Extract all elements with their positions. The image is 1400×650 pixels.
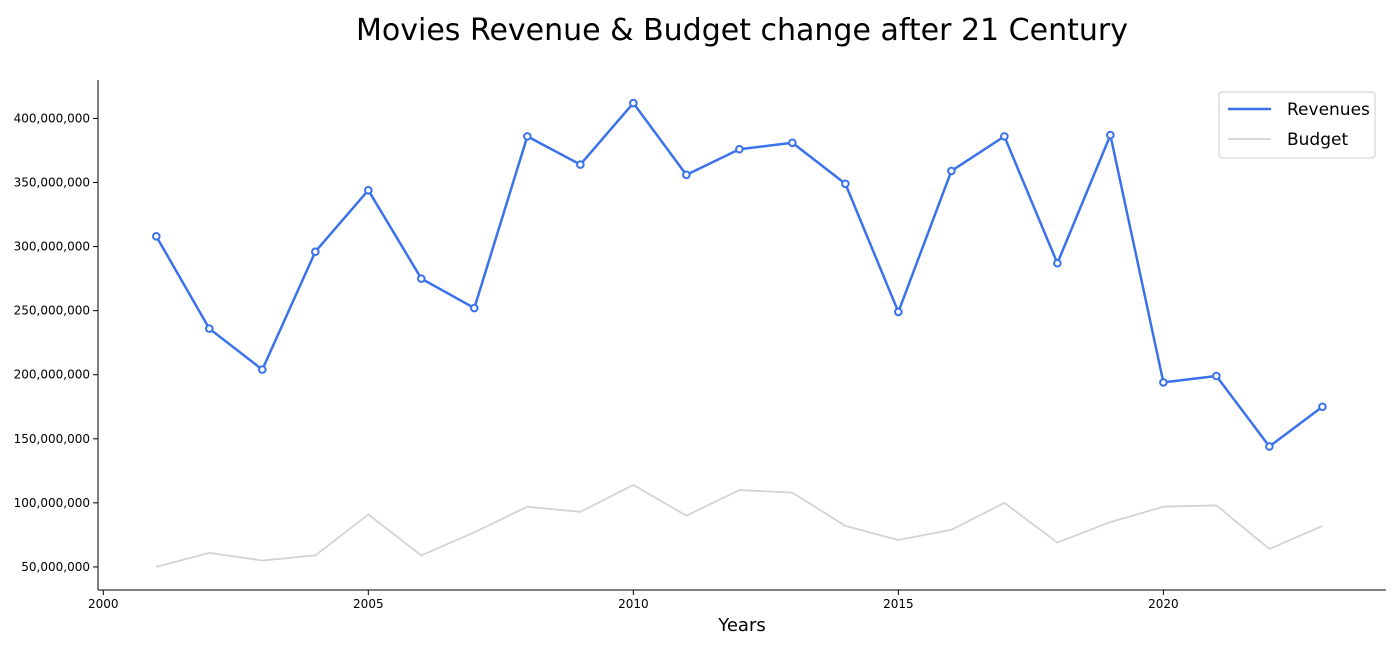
revenues-point [894, 307, 903, 317]
revenues-point [682, 170, 691, 180]
revenues-point [841, 179, 850, 189]
x-tick-label: 2020 [1148, 597, 1179, 611]
x-tick-label: 2000 [88, 597, 119, 611]
revenues-point [152, 232, 161, 241]
legend-label-revenues: Revenues [1287, 100, 1370, 120]
revenues-point [1212, 371, 1221, 381]
revenues-point [1000, 132, 1009, 141]
y-tick-label: 200,000,000 [14, 368, 90, 382]
y-tick-label: 250,000,000 [14, 304, 90, 318]
legend-label-budget: Budget [1287, 130, 1348, 150]
revenues-point [629, 98, 638, 108]
y-tick-label: 50,000,000 [21, 560, 90, 574]
revenues-point [523, 132, 532, 141]
revenues-point [258, 365, 267, 374]
revenues-point [1053, 258, 1062, 268]
revenues-point [470, 303, 479, 313]
revenues-line [155, 101, 1324, 448]
revenues-point [576, 160, 585, 169]
revenues-point [1106, 130, 1115, 140]
revenues-point [735, 144, 744, 154]
x-tick-label: 2005 [353, 597, 384, 611]
x-tick-label: 2015 [883, 597, 914, 611]
revenues-point [947, 166, 956, 176]
plot-area [152, 98, 1327, 568]
revenues-point [417, 274, 426, 283]
revenues-point [1159, 378, 1168, 387]
revenues-point [788, 138, 797, 148]
x-axis-label: Years [717, 615, 766, 636]
revenues-point [364, 185, 373, 195]
y-axis-ticks: 50,000,000 100,000,000 150,000,000 200,000,… [14, 111, 98, 574]
x-axis-ticks: 2000 2005 2010 2015 2020 [88, 590, 1179, 611]
chart-title: Movies Revenue & Budget change after 21 … [356, 13, 1128, 48]
y-tick-label: 350,000,000 [14, 176, 90, 190]
y-tick-label: 150,000,000 [14, 432, 90, 446]
y-tick-label: 300,000,000 [14, 240, 90, 254]
revenues-point [311, 247, 320, 257]
y-tick-label: 100,000,000 [14, 496, 90, 510]
revenues-point [1318, 402, 1327, 412]
budget-line [156, 484, 1323, 568]
y-tick-label: 400,000,000 [14, 111, 90, 125]
x-tick-label: 2010 [618, 597, 649, 611]
revenues-point [1265, 442, 1274, 451]
legend: Revenues Budget [1218, 91, 1376, 159]
revenues-point [205, 324, 214, 333]
